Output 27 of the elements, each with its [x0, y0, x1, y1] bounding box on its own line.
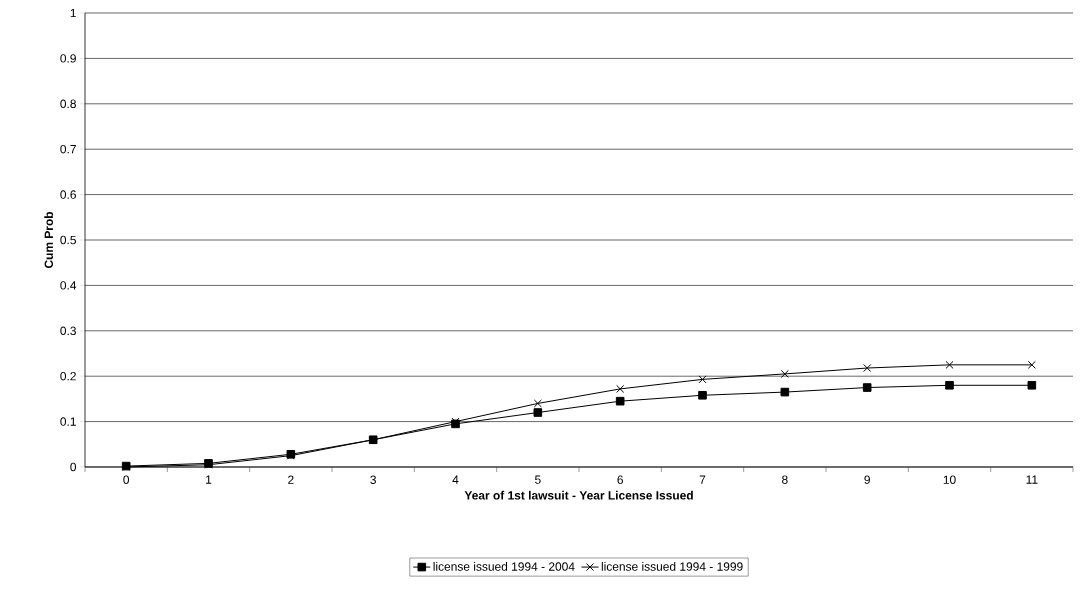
y-tick-label: 0.8: [60, 99, 76, 109]
y-tick-label: 1: [70, 8, 76, 18]
x-tick-label: 4: [452, 475, 459, 484]
y-tick-label: 0: [70, 462, 77, 472]
x-tick-label: 5: [535, 475, 541, 484]
x-tick-label: 3: [370, 475, 376, 484]
y-tick-label: 0.4: [60, 281, 77, 290]
legend-label: license issued 1994 - 2004: [433, 561, 575, 571]
x-axis-title: Year of 1st lawsuit - Year License Issued: [464, 490, 693, 500]
y-tick-label: 0.2: [60, 371, 76, 381]
x-tick-label: 10: [943, 475, 956, 484]
x-tick-label: 7: [699, 475, 706, 484]
y-tick-label: 0.5: [60, 235, 76, 245]
x-tick-label: 2: [288, 475, 294, 484]
x-tick-label: 11: [1026, 475, 1038, 484]
x-tick-label: 9: [864, 475, 870, 484]
legend-label: license issued 1994 - 1999: [601, 561, 743, 571]
x-tick-label: 1: [206, 475, 212, 484]
y-tick-label: 0.1: [60, 417, 76, 426]
y-tick-label: 0.3: [60, 326, 76, 336]
y-tick-label: 0.6: [60, 190, 76, 199]
y-tick-label: 0.7: [60, 144, 76, 154]
y-tick-label: 0.9: [60, 54, 76, 63]
x-tick-label: 6: [617, 475, 623, 484]
y-axis-title: Cum Prob: [44, 211, 54, 269]
x-tick-label: 0: [123, 475, 130, 484]
x-tick-label: 8: [782, 475, 788, 484]
